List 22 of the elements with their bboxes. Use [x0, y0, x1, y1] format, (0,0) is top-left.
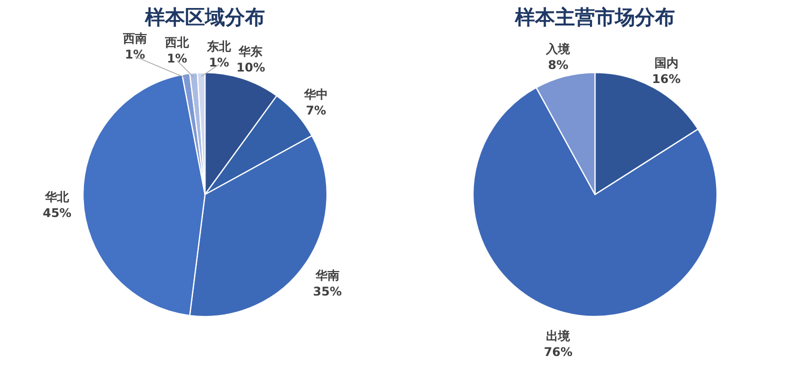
chart-title: 样本区域分布 — [144, 5, 265, 29]
slice-label: 西南 — [122, 32, 147, 46]
data-label: 1% — [208, 56, 230, 70]
slice-label: 西北 — [164, 36, 190, 50]
slice-label: 华南 — [314, 268, 340, 283]
data-label: 16% — [652, 72, 681, 86]
data-label: 1% — [166, 52, 188, 66]
data-label: 7% — [306, 104, 326, 118]
data-label: 1% — [124, 48, 146, 62]
slice-label: 国内 — [654, 56, 678, 70]
data-label: 76% — [544, 344, 573, 359]
slice-label: 华北 — [44, 190, 70, 204]
slice-label: 华中 — [303, 88, 328, 102]
data-label: 8% — [548, 58, 568, 72]
slice-label: 东北 — [206, 40, 232, 54]
chart-title: 样本主营市场分布 — [514, 5, 675, 29]
data-label: 35% — [313, 284, 342, 299]
slice-label: 入境 — [545, 42, 572, 56]
slice-label: 出境 — [546, 328, 572, 343]
data-label: 45% — [42, 206, 72, 220]
data-label: 10% — [236, 60, 266, 75]
slice-label: 华东 — [238, 44, 263, 59]
